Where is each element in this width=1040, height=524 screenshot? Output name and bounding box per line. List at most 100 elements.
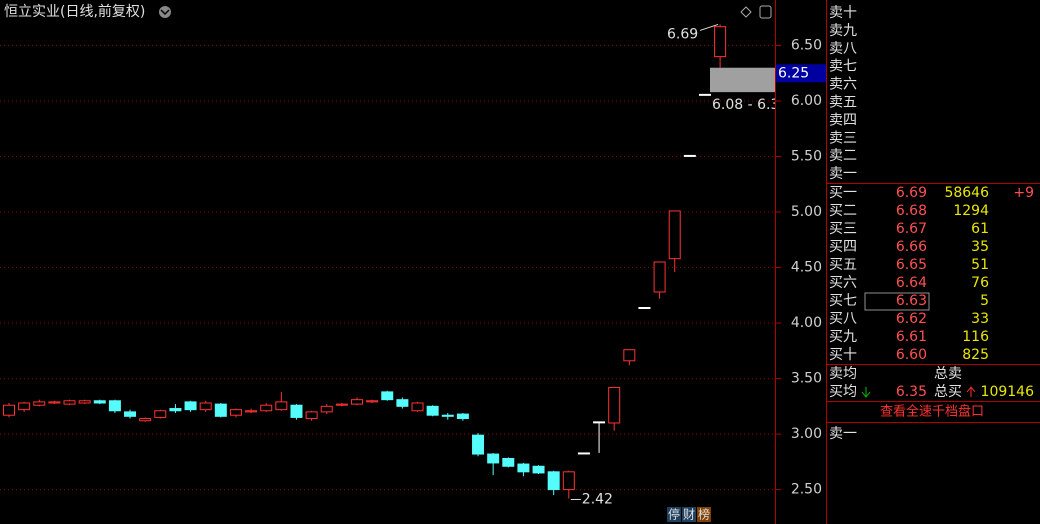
candle-body — [577, 452, 590, 455]
candle-body — [229, 409, 242, 416]
candle-body — [275, 401, 288, 411]
candle-body — [396, 399, 409, 407]
badge-box[interactable] — [682, 507, 696, 522]
sell-level-label: 卖九 — [829, 23, 857, 39]
y-tick-label: 6.00 — [791, 93, 822, 109]
buy-volume: 61 — [971, 221, 989, 237]
sell-level-label: 卖三 — [829, 130, 857, 146]
buy-avg-label: 买均 — [829, 384, 857, 400]
candle-body — [517, 463, 530, 473]
candle-body — [3, 404, 15, 416]
candle-body — [623, 349, 636, 362]
buy-price: 6.64 — [896, 275, 927, 291]
diamond-icon[interactable] — [740, 6, 752, 18]
buy-volume: 825 — [962, 347, 989, 363]
badge[interactable]: 榜 — [698, 507, 710, 522]
y-tick-label: 4.50 — [791, 260, 822, 276]
candle-body — [33, 401, 46, 406]
candle-body — [290, 404, 303, 418]
buy-level-label: 买四 — [829, 239, 857, 255]
total-sell-label: 总卖 — [934, 366, 962, 382]
high-label: 6.69 — [667, 26, 698, 42]
buy-level-label: 买七 — [829, 293, 857, 309]
buy-price: 6.65 — [896, 257, 927, 273]
buy-level-label: 买八 — [829, 311, 857, 327]
buy-price: 6.66 — [896, 239, 927, 255]
candle-body — [683, 154, 696, 157]
badge-box[interactable] — [697, 507, 711, 522]
candle-body — [472, 434, 485, 455]
candle-body — [108, 400, 121, 412]
candle-body — [63, 400, 76, 405]
badge[interactable]: 停 — [668, 507, 680, 522]
badge[interactable]: 财 — [683, 508, 695, 522]
candle-body — [93, 400, 106, 404]
candle-body — [638, 307, 651, 310]
buy-level-label: 买九 — [829, 329, 857, 345]
y-tick-label: 5.50 — [791, 149, 822, 165]
buy-avg: 6.35 — [896, 384, 927, 400]
y-tick-label: 5.00 — [791, 204, 822, 220]
selected-price-box — [864, 292, 930, 311]
buy-volume: 51 — [971, 257, 989, 273]
sell-level-label: 卖六 — [829, 77, 857, 93]
panel-icon[interactable] — [759, 5, 772, 19]
sell-level-label: 卖十 — [829, 5, 857, 21]
buy-level-label: 买三 — [829, 221, 857, 237]
candle-body — [48, 401, 61, 404]
candle-body — [547, 471, 560, 491]
sell-level-label: 卖一 — [829, 166, 857, 182]
candle-body — [139, 418, 152, 422]
sell-level-label: 卖四 — [829, 112, 857, 128]
buy-level-label: 买六 — [829, 275, 857, 291]
candle-body — [245, 410, 258, 413]
y-tick-label: 2.50 — [791, 482, 822, 498]
candle-body — [335, 403, 348, 406]
candle-body — [608, 386, 621, 424]
candle-body — [562, 471, 575, 491]
candle-body — [169, 408, 182, 412]
range-label-clip: 6.08 - 6.3 — [712, 97, 779, 113]
dropdown-icon[interactable] — [159, 6, 171, 18]
sell-level-label: 卖八 — [829, 41, 857, 57]
candle-body — [381, 391, 394, 401]
candle-body — [214, 403, 227, 417]
sell-level-label: 卖二 — [829, 148, 857, 164]
buy-level-label: 买十 — [829, 347, 857, 363]
badge-box[interactable] — [667, 507, 681, 522]
next-row-label: 卖一 — [829, 426, 857, 442]
high-arrow — [699, 23, 719, 31]
candle-body — [426, 405, 439, 416]
chart: 2.50 3.00 3.50 4.00 4.50 5.00 5.50 6.00 6.50 6.08… — [0, 23, 826, 522]
candle-body — [154, 410, 167, 418]
buy-price: 6.62 — [896, 311, 927, 327]
buy-price: 6.63 — [896, 293, 927, 309]
total-buy: 109146 — [981, 384, 1035, 400]
buy-volume: 5 — [980, 293, 989, 309]
buy-change: +9 — [1013, 185, 1034, 201]
candle-body — [411, 402, 424, 412]
candle-body — [305, 411, 318, 420]
sell-level-label: 卖五 — [829, 95, 857, 111]
dropdown-arrow — [160, 9, 170, 16]
y-tick-label: 4.00 — [791, 315, 822, 331]
range-label: 6.08 - 6.3 — [712, 97, 779, 113]
buy-level-label: 买五 — [829, 257, 857, 273]
candle-body — [366, 400, 379, 403]
price-tag — [776, 64, 826, 83]
buy-volume: 116 — [962, 329, 989, 345]
sell-level-label: 卖七 — [829, 59, 857, 75]
buy-level-label: 买二 — [829, 203, 857, 219]
full-depth-link[interactable]: 查看全速千档盘口 — [880, 404, 984, 420]
buy-price: 6.67 — [896, 221, 927, 237]
buy-price: 6.60 — [896, 347, 927, 363]
y-tick-label: 6.50 — [791, 38, 822, 54]
candle-body — [698, 93, 711, 96]
candle-body — [653, 261, 666, 293]
buy-volume: 33 — [971, 311, 989, 327]
buy-volume: 35 — [971, 239, 989, 255]
candle-body — [593, 421, 606, 424]
